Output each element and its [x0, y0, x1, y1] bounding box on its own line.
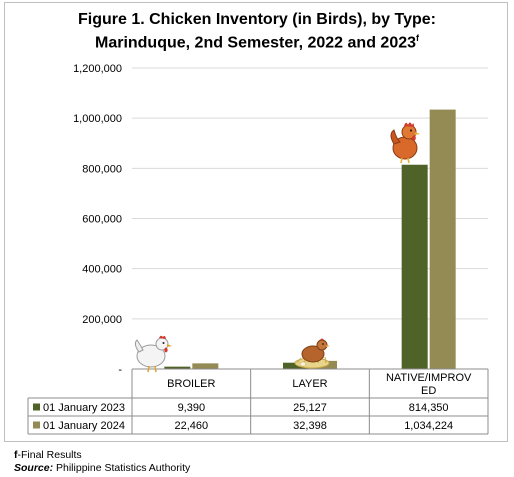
category-label: ED [421, 385, 436, 397]
y-tick-label: - [118, 364, 122, 376]
footnotes: f-Final Results Source: Philippine Stati… [14, 449, 190, 475]
source-label: Source: [14, 462, 54, 474]
legend-label: 01 January 2024 [43, 420, 125, 432]
y-tick-label: 800,000 [82, 163, 122, 175]
category-label: BROILER [167, 378, 215, 390]
data-label: 1,034,224 [404, 420, 453, 432]
final-superscript: f [416, 33, 420, 43]
data-label: 32,398 [293, 420, 327, 432]
white-chicken-icon [134, 335, 172, 373]
bar [429, 109, 456, 369]
chart-title: Figure 1. Chicken Inventory (in Birds), … [0, 10, 514, 52]
final-marker: f [14, 449, 18, 461]
y-tick-label: 1,000,000 [73, 113, 122, 125]
y-tick-label: 400,000 [82, 264, 122, 276]
chart-title-line-2-text: Marinduque, 2nd Semester, 2022 and 2023 [94, 34, 417, 52]
y-tick-label: 1,200,000 [73, 63, 122, 75]
data-label: 25,127 [293, 402, 327, 414]
bar [164, 366, 191, 369]
chart-title-line-1: Figure 1. Chicken Inventory (in Birds), … [78, 11, 436, 28]
category-label: NATIVE/IMPROV [386, 372, 472, 384]
category-label: LAYER [292, 378, 327, 390]
y-tick-label: 600,000 [82, 214, 122, 226]
data-label: 9,390 [178, 402, 206, 414]
data-label: 22,460 [175, 420, 209, 432]
source-text: Philippine Statistics Authority [53, 462, 191, 474]
final-results-text: -Final Results [17, 449, 82, 461]
data-label: 814,350 [409, 402, 449, 414]
brown-chicken-icon [390, 122, 420, 164]
final-results-note: f-Final Results [14, 449, 190, 462]
y-tick-label: 200,000 [82, 314, 122, 326]
legend-key [33, 403, 40, 411]
source-note: Source: Philippine Statistics Authority [14, 462, 190, 475]
bar-chart: - 200,000 400,000 600,000 800,000 1,000,000 1,… [27, 63, 489, 435]
bar [401, 164, 428, 369]
chart-title-line-2: Marinduque, 2nd Semester, 2022 and 2023f [0, 29, 514, 52]
nesting-hen-icon [294, 338, 330, 369]
legend-key [33, 421, 40, 429]
bar [192, 363, 219, 369]
legend-label: 01 January 2023 [43, 402, 125, 414]
bar [283, 362, 309, 369]
